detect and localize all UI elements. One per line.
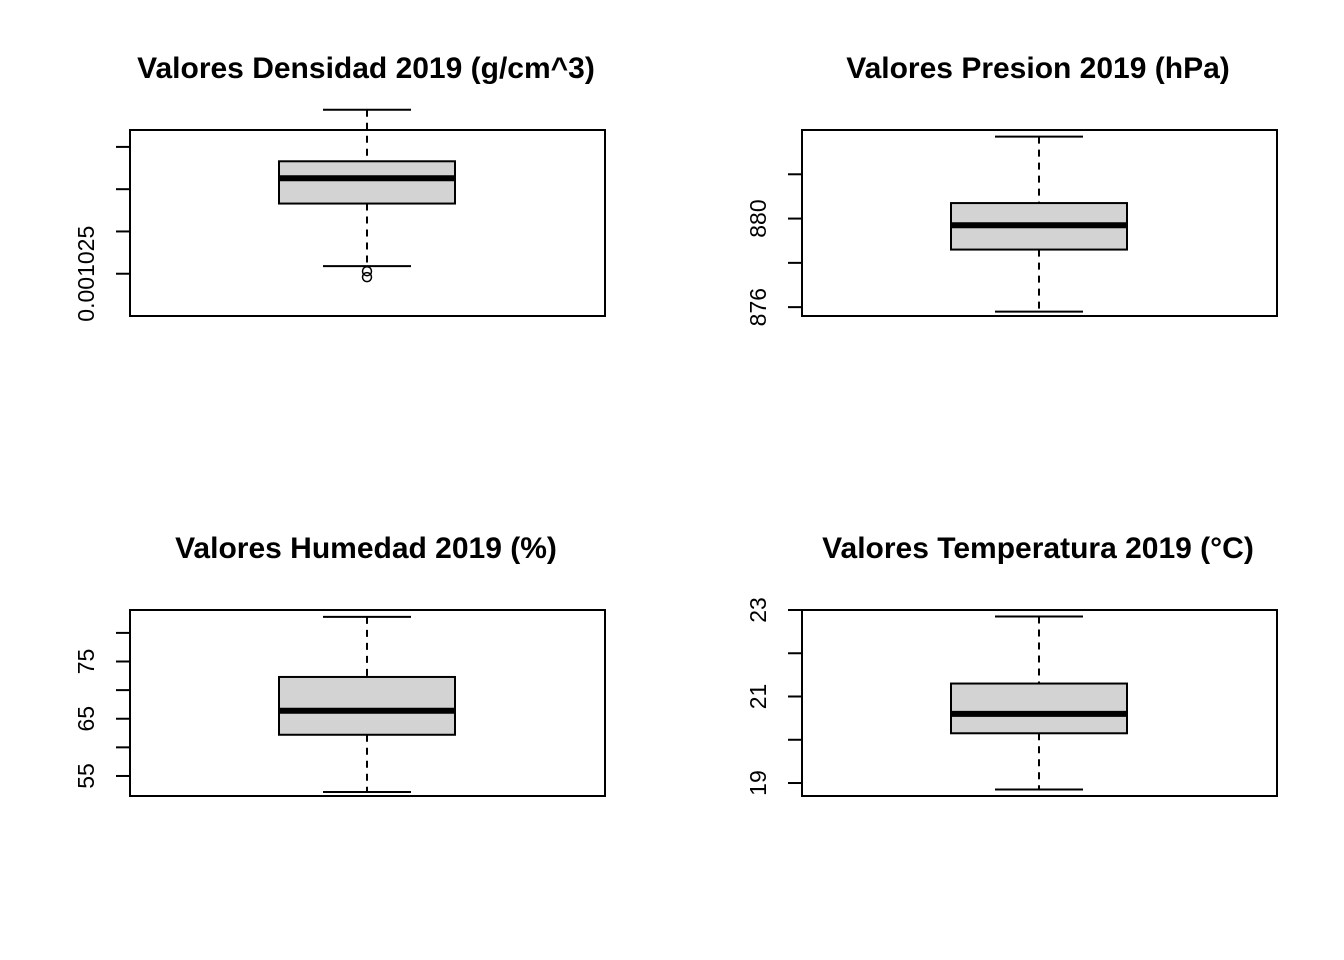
y-tick-label: 65: [73, 706, 99, 732]
y-tick-label: 21: [745, 684, 771, 710]
plot-frame: [129, 609, 606, 797]
outlier-point: [361, 265, 373, 277]
panel-densidad: Valores Densidad 2019 (g/cm^3) 0.001025: [73, 52, 606, 322]
plot-frame: [801, 129, 1278, 317]
panel-humedad: Valores Humedad 2019 (%) 55 65 75: [73, 532, 606, 797]
chart-marks: 19 21 23: [745, 597, 1128, 796]
chart-title: Valores Temperatura 2019 (°C): [822, 532, 1254, 565]
y-tick-label: 876: [745, 288, 771, 326]
chart-marks: 55 65 75: [73, 615, 456, 793]
y-tick-label: 19: [745, 770, 771, 796]
chart-title: Valores Humedad 2019 (%): [175, 532, 557, 565]
y-tick-label: 75: [73, 649, 99, 675]
plot-frame: [129, 129, 606, 317]
iqr-box: [278, 160, 456, 205]
chart-title: Valores Presion 2019 (hPa): [846, 52, 1230, 85]
iqr-box: [278, 675, 456, 736]
chart-marks: 876 880: [745, 135, 1128, 326]
y-tick-label: 880: [745, 199, 771, 237]
panel-presion: Valores Presion 2019 (hPa) 876 880: [745, 52, 1278, 326]
chart-marks: 0.001025: [73, 108, 456, 322]
y-tick-label: 23: [745, 597, 771, 623]
y-tick-label: 0.001025: [73, 226, 99, 322]
panel-temperatura: Valores Temperatura 2019 (°C) 19 21 23: [745, 532, 1278, 797]
outlier-point: [361, 271, 373, 283]
y-tick-label: 55: [73, 763, 99, 789]
iqr-box: [950, 682, 1128, 735]
plot-frame: [801, 609, 1278, 797]
chart-title: Valores Densidad 2019 (g/cm^3): [137, 52, 595, 85]
